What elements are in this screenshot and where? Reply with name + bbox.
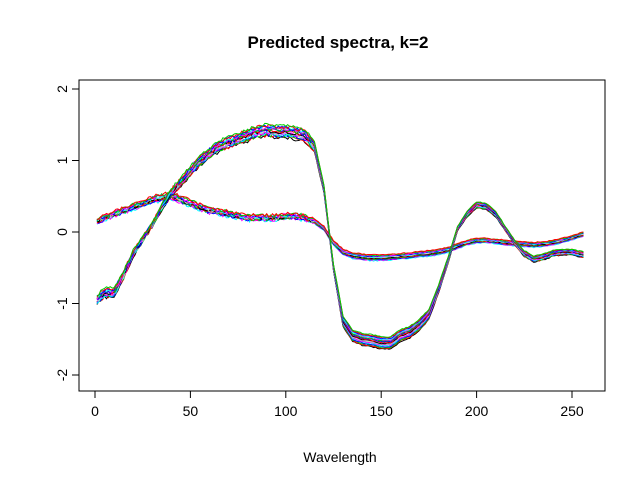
- y-tick-label: 2: [54, 85, 70, 93]
- spectrum-line: [96, 191, 584, 256]
- spectrum-line: [96, 122, 584, 338]
- y-tick-label: -1: [54, 297, 70, 310]
- y-tick-label: 0: [54, 228, 70, 236]
- x-tick-label: 200: [465, 403, 489, 419]
- x-tick-label: 50: [183, 403, 199, 419]
- x-axis-title: Wavelength: [303, 449, 376, 465]
- x-tick-label: 100: [274, 403, 298, 419]
- x-axis: 0 50 100 150 200 250: [91, 390, 584, 419]
- chart-title: Predicted spectra, k=2: [248, 33, 429, 52]
- y-tick-label: -2: [54, 369, 70, 382]
- y-tick-label: 1: [54, 156, 70, 164]
- y-axis: -2 -1 0 1 2: [54, 85, 80, 382]
- x-tick-label: 250: [560, 403, 584, 419]
- x-tick-label: 0: [91, 403, 99, 419]
- x-tick-label: 150: [370, 403, 394, 419]
- series-layer: [96, 122, 584, 350]
